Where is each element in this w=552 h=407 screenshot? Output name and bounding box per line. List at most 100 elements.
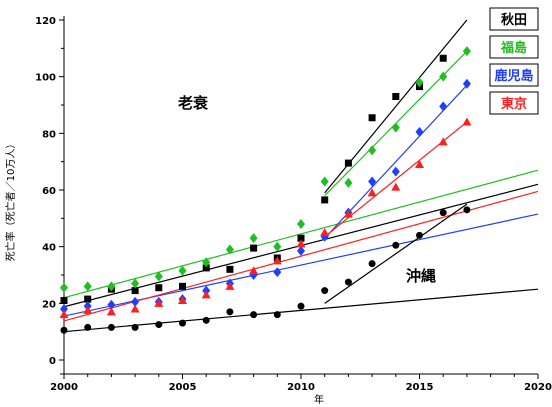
point-3-17 [462,117,472,126]
point-1-7 [225,244,234,255]
point-4-14 [392,241,400,249]
axes: 0 20 40 60 80 100 120 2000 2005 2010 2015 2020 [35,16,552,393]
annotation-okinawa: 沖縄 [406,267,436,285]
point-1-3 [131,278,140,289]
legend-label-3: 東京 [501,96,527,112]
point-1-4 [154,271,163,282]
y-axis-label: 死亡率（死亡者／10万人） [4,139,17,262]
point-4-5 [179,319,186,327]
trend-line-4-1 [324,203,468,304]
point-3-13 [367,188,377,197]
y-tick-label: 80 [42,129,56,140]
point-2-15 [415,126,424,137]
point-2-3 [131,296,140,307]
point-3-7 [225,281,235,290]
point-0-1 [84,295,92,303]
point-2-2 [107,299,116,310]
point-4-15 [416,231,423,239]
point-4-3 [131,323,139,331]
point-3-16 [438,137,448,146]
point-2-14 [391,166,400,177]
point-3-2 [106,307,116,316]
point-4-2 [107,323,115,331]
point-1-10 [297,219,305,229]
point-3-8 [249,266,259,275]
point-0-8 [250,244,258,252]
point-3-6 [201,290,211,299]
point-4-0 [60,326,68,334]
y-tick-label: 0 [49,356,56,367]
point-1-8 [249,233,258,244]
point-4-8 [250,311,258,319]
point-0-4 [155,284,163,292]
point-0-3 [131,287,139,295]
point-3-12 [343,209,353,218]
y-tick-label: 60 [42,186,56,197]
point-3-5 [178,296,187,304]
point-0-13 [368,114,376,122]
point-4-7 [226,308,234,316]
legend-label-0: 秋田 [501,12,527,28]
point-0-16 [439,54,447,62]
x-tick-label: 2005 [169,382,197,393]
legend-box-2 [489,63,539,87]
point-2-17 [462,78,471,89]
point-0-7 [226,265,234,273]
point-2-9 [273,267,282,278]
point-3-14 [391,182,401,191]
x-axis-label: 年 [314,393,324,406]
y-tick-label: 100 [35,73,56,84]
point-1-17 [462,46,471,57]
point-4-4 [155,321,163,329]
point-3-0 [59,310,69,319]
point-1-15 [415,77,424,88]
point-1-6 [202,257,211,268]
point-2-10 [297,245,305,256]
point-4-12 [344,278,352,286]
point-1-5 [178,265,187,276]
point-1-13 [368,145,377,156]
point-1-9 [273,241,282,252]
point-4-9 [273,311,281,319]
x-tick-label: 2000 [50,382,78,393]
y-tick-label: 40 [42,243,56,254]
point-0-11 [321,196,329,204]
point-3-11 [320,228,330,236]
point-0-0 [60,297,68,304]
point-3-1 [83,305,93,314]
legend-label-1: 福島 [500,40,527,56]
legend-box-1 [489,35,539,59]
point-0-12 [344,159,352,167]
point-1-2 [107,281,116,292]
y-tick-label: 20 [42,299,56,310]
point-2-16 [439,101,448,112]
point-4-17 [463,206,471,214]
point-1-1 [83,281,92,292]
point-1-16 [439,71,448,82]
trend-line-1-0 [63,169,539,299]
point-3-10 [296,239,306,248]
point-3-4 [154,298,164,307]
point-4-11 [321,287,329,295]
point-4-16 [439,209,447,217]
point-1-11 [320,176,329,187]
trend-line-4-0 [63,288,539,333]
legend-label-2: 鹿児島 [494,68,533,84]
x-tick-label: 2015 [406,382,434,393]
point-4-6 [202,316,210,324]
point-2-13 [368,176,377,187]
point-0-5 [179,282,186,290]
point-0-10 [297,234,305,242]
legend-box-0 [489,7,539,31]
point-3-9 [272,256,282,265]
x-tick-label: 2010 [287,382,315,393]
point-2-0 [60,304,68,314]
point-1-14 [391,122,400,133]
point-0-6 [202,264,210,272]
legend-box-3 [489,91,539,115]
data-points [59,46,472,334]
point-3-15 [415,160,424,168]
point-0-14 [392,93,400,100]
